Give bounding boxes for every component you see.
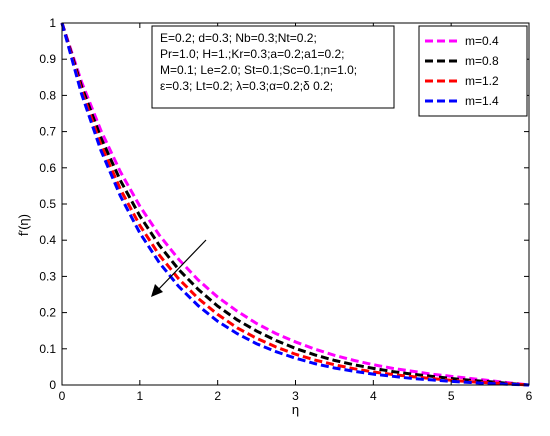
- annotation-frame: [151, 25, 395, 109]
- series-line-m04: [60, 22, 530, 387]
- y-tick-label: 1: [49, 16, 56, 30]
- trend-arrow-shaft: [155, 239, 207, 293]
- y-tick-label: 0.7: [39, 125, 56, 139]
- series-line-m08: [60, 22, 530, 387]
- y-tick-label: 0.4: [39, 233, 56, 247]
- trend-arrow: [151, 239, 207, 297]
- annotation-line-2: Pr=1.0; H=1.;Kr=0.3;a=0.2;a1=0.2;: [160, 47, 344, 61]
- annotation-line-3: M=0.1; Le=2.0; St=0.1;Sc=0.1;n=1.0;: [160, 63, 357, 77]
- x-tick-label: 2: [214, 389, 221, 403]
- legend-label-m14: m=1.4: [465, 94, 499, 108]
- x-tick-label: 5: [448, 389, 455, 403]
- plot-frame: [61, 22, 530, 386]
- trend-arrow-head: [151, 284, 163, 297]
- y-axis-label: f′(η): [16, 214, 31, 236]
- y-tick-label: 0.5: [39, 197, 56, 211]
- x-tick-label: 1: [136, 389, 143, 403]
- legend-label-m08: m=0.8: [465, 54, 499, 68]
- y-tick-label: 0.8: [39, 88, 56, 102]
- legend: m=0.4 m=0.8 m=1.2 m=1.4: [418, 25, 528, 117]
- y-tick-label: 0: [49, 378, 56, 392]
- y-tick-label: 0.3: [39, 269, 56, 283]
- x-tick-label: 0: [59, 389, 66, 403]
- parameter-annotation-box: E=0.2; d=0.3; Nb=0.3;Nt=0.2; Pr=1.0; H=1…: [151, 25, 395, 109]
- x-axis-label: η: [292, 402, 299, 417]
- legend-label-m12: m=1.2: [465, 74, 499, 88]
- y-tick-label: 0.9: [39, 52, 56, 66]
- legend-label-m04: m=0.4: [465, 34, 499, 48]
- y-tick-label: 0.6: [39, 161, 56, 175]
- y-tick-label: 0.1: [39, 342, 56, 356]
- x-tick-label: 4: [370, 389, 377, 403]
- y-tick-label: 0.2: [39, 306, 56, 320]
- annotation-line-4: ε=0.3; Lt=0.2; λ=0.3;α=0.2;δ 0.2;: [160, 79, 333, 93]
- x-tick-label: 3: [292, 389, 299, 403]
- x-tick-label: 6: [526, 389, 533, 403]
- annotation-line-1: E=0.2; d=0.3; Nb=0.3;Nt=0.2;: [160, 31, 317, 45]
